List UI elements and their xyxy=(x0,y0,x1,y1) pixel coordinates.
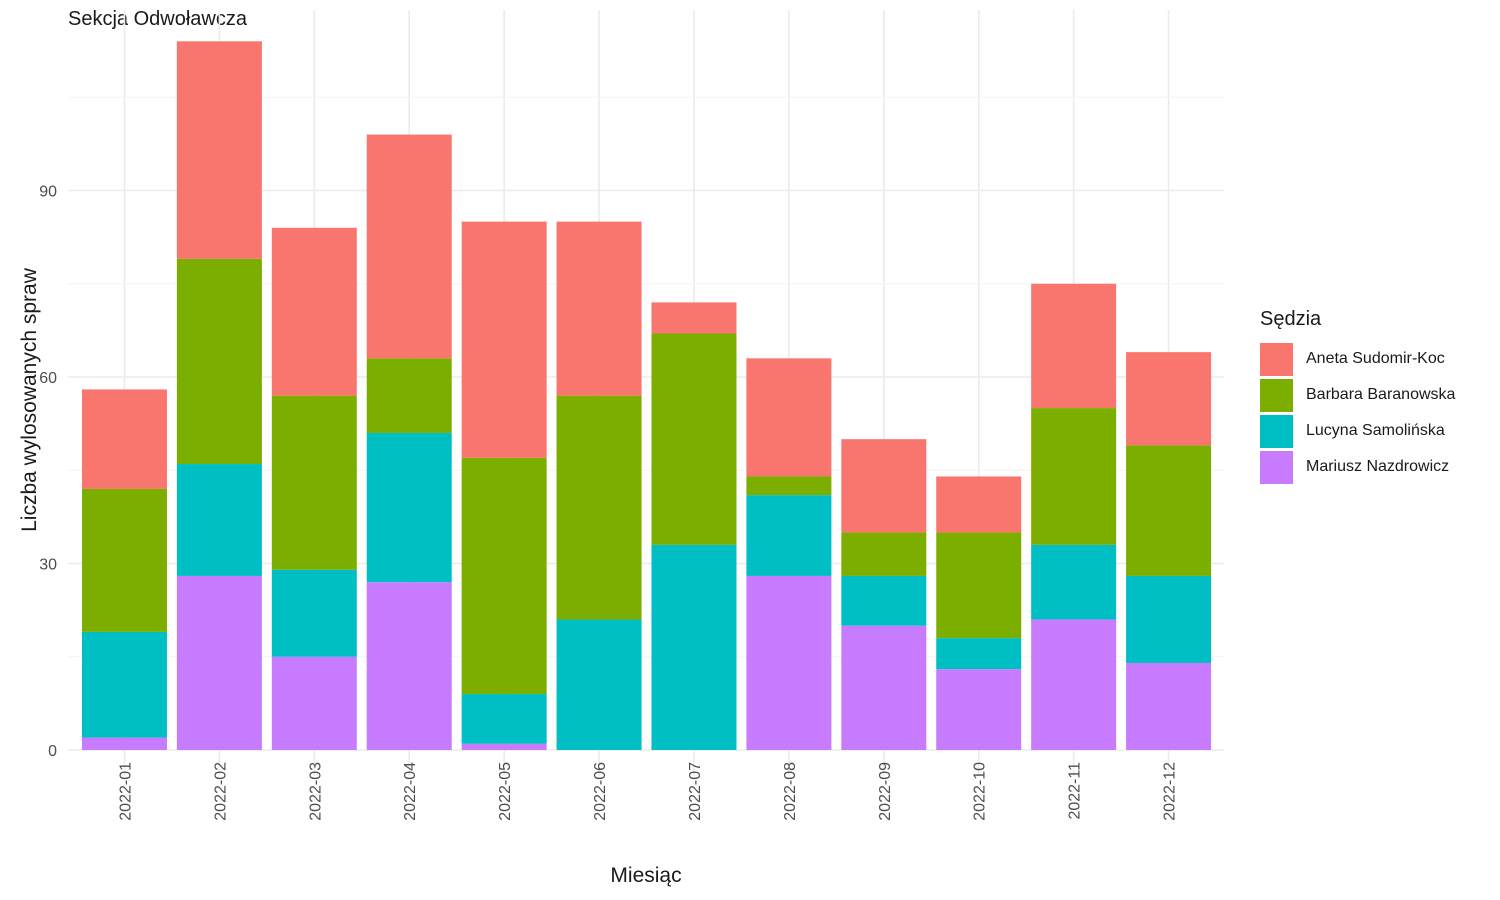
bar-lucyna-samoli-ska-2022-12 xyxy=(1126,575,1212,663)
bar-mariusz-nazdrowicz-2022-09 xyxy=(841,625,927,750)
bar-mariusz-nazdrowicz-2022-04 xyxy=(366,582,452,750)
bar-barbara-baranowska-2022-08 xyxy=(746,476,832,496)
bar-mariusz-nazdrowicz-2022-12 xyxy=(1126,662,1212,750)
bar-lucyna-samoli-ska-2022-10 xyxy=(936,638,1022,670)
bar-mariusz-nazdrowicz-2022-02 xyxy=(176,575,262,750)
bar-lucyna-samoli-ska-2022-06 xyxy=(556,619,642,750)
bar-lucyna-samoli-ska-2022-03 xyxy=(271,569,357,657)
bar-barbara-baranowska-2022-06 xyxy=(556,395,642,620)
y-axis-label: Liczba wylosowanych spraw xyxy=(18,268,41,532)
x-tick-label: 2022-09 xyxy=(877,762,894,821)
bar-aneta-sudomir-koc-2022-11 xyxy=(1031,283,1117,409)
legend: Sędzia Aneta Sudomir-Koc Barbara Baranows… xyxy=(1260,308,1455,485)
legend-swatch xyxy=(1260,450,1293,484)
bar-lucyna-samoli-ska-2022-11 xyxy=(1031,544,1117,620)
x-tick-label: 2022-07 xyxy=(687,762,704,821)
bar-aneta-sudomir-koc-2022-06 xyxy=(556,221,642,396)
legend-item: Mariusz Nazdrowicz xyxy=(1260,449,1455,485)
x-tick-label: 2022-03 xyxy=(307,762,324,821)
bar-barbara-baranowska-2022-12 xyxy=(1126,445,1212,576)
bar-lucyna-samoli-ska-2022-02 xyxy=(176,464,262,576)
legend-swatch xyxy=(1260,342,1293,376)
bar-barbara-baranowska-2022-10 xyxy=(936,532,1022,639)
bar-mariusz-nazdrowicz-2022-10 xyxy=(936,669,1022,750)
bar-aneta-sudomir-koc-2022-08 xyxy=(746,358,832,477)
bar-barbara-baranowska-2022-05 xyxy=(461,457,547,695)
bar-barbara-baranowska-2022-04 xyxy=(366,358,452,433)
legend-swatch xyxy=(1260,414,1293,448)
legend-item: Aneta Sudomir-Koc xyxy=(1260,341,1455,377)
bar-lucyna-samoli-ska-2022-05 xyxy=(461,694,547,744)
bar-mariusz-nazdrowicz-2022-08 xyxy=(746,575,832,750)
bar-aneta-sudomir-koc-2022-04 xyxy=(366,134,452,359)
legend-item: Lucyna Samolińska xyxy=(1260,413,1455,449)
bar-aneta-sudomir-koc-2022-03 xyxy=(271,227,357,396)
bar-aneta-sudomir-koc-2022-02 xyxy=(176,41,262,259)
x-tick-label: 2022-12 xyxy=(1162,762,1179,821)
x-tick-label: 2022-01 xyxy=(117,762,134,821)
x-axis-label: Miesiąc xyxy=(610,864,682,887)
x-tick-label: 2022-11 xyxy=(1067,762,1084,820)
legend-title: Sędzia xyxy=(1260,308,1322,330)
bar-lucyna-samoli-ska-2022-04 xyxy=(366,432,452,583)
bar-lucyna-samoli-ska-2022-07 xyxy=(651,544,737,750)
y-tick-label: 0 xyxy=(48,743,57,760)
x-tick-label: 2022-05 xyxy=(497,762,514,821)
x-tick-label: 2022-08 xyxy=(782,762,799,821)
chart-title: Sekcja Odwoławcza xyxy=(68,8,247,30)
bar-aneta-sudomir-koc-2022-07 xyxy=(651,302,737,334)
x-tick-label: 2022-06 xyxy=(592,762,609,821)
legend-label: Mariusz Nazdrowicz xyxy=(1306,458,1450,475)
legend-label: Aneta Sudomir-Koc xyxy=(1306,350,1445,367)
bar-aneta-sudomir-koc-2022-09 xyxy=(841,439,927,533)
bar-lucyna-samoli-ska-2022-09 xyxy=(841,575,927,626)
bar-mariusz-nazdrowicz-2022-03 xyxy=(271,656,357,750)
y-tick-label: 60 xyxy=(39,370,57,387)
x-tick-label: 2022-04 xyxy=(402,762,419,821)
y-tick-label: 30 xyxy=(39,557,57,574)
bar-aneta-sudomir-koc-2022-01 xyxy=(81,389,167,489)
bars xyxy=(81,41,1212,750)
legend-label: Lucyna Samolińska xyxy=(1306,422,1445,439)
bar-barbara-baranowska-2022-02 xyxy=(176,258,262,465)
y-tick-label: 90 xyxy=(39,184,57,201)
bar-barbara-baranowska-2022-11 xyxy=(1031,408,1117,545)
x-tick-label: 2022-02 xyxy=(212,762,229,821)
bar-mariusz-nazdrowicz-2022-01 xyxy=(81,737,167,750)
bar-mariusz-nazdrowicz-2022-11 xyxy=(1031,619,1117,750)
legend-items: Aneta Sudomir-Koc Barbara Baranowska Lucyn… xyxy=(1260,341,1455,485)
x-tick-label: 2022-10 xyxy=(972,762,989,821)
legend-swatch xyxy=(1260,378,1293,412)
legend-label: Barbara Baranowska xyxy=(1306,386,1456,403)
legend-item: Barbara Baranowska xyxy=(1260,377,1455,413)
bar-barbara-baranowska-2022-03 xyxy=(271,395,357,570)
bar-barbara-baranowska-2022-07 xyxy=(651,333,737,545)
bar-lucyna-samoli-ska-2022-01 xyxy=(81,631,167,738)
bar-mariusz-nazdrowicz-2022-05 xyxy=(461,743,547,750)
bar-aneta-sudomir-koc-2022-05 xyxy=(461,221,547,458)
bar-lucyna-samoli-ska-2022-08 xyxy=(746,495,832,576)
bar-aneta-sudomir-koc-2022-12 xyxy=(1126,352,1212,446)
bar-barbara-baranowska-2022-01 xyxy=(81,488,167,632)
bar-aneta-sudomir-koc-2022-10 xyxy=(936,476,1022,533)
bar-barbara-baranowska-2022-09 xyxy=(841,532,927,576)
